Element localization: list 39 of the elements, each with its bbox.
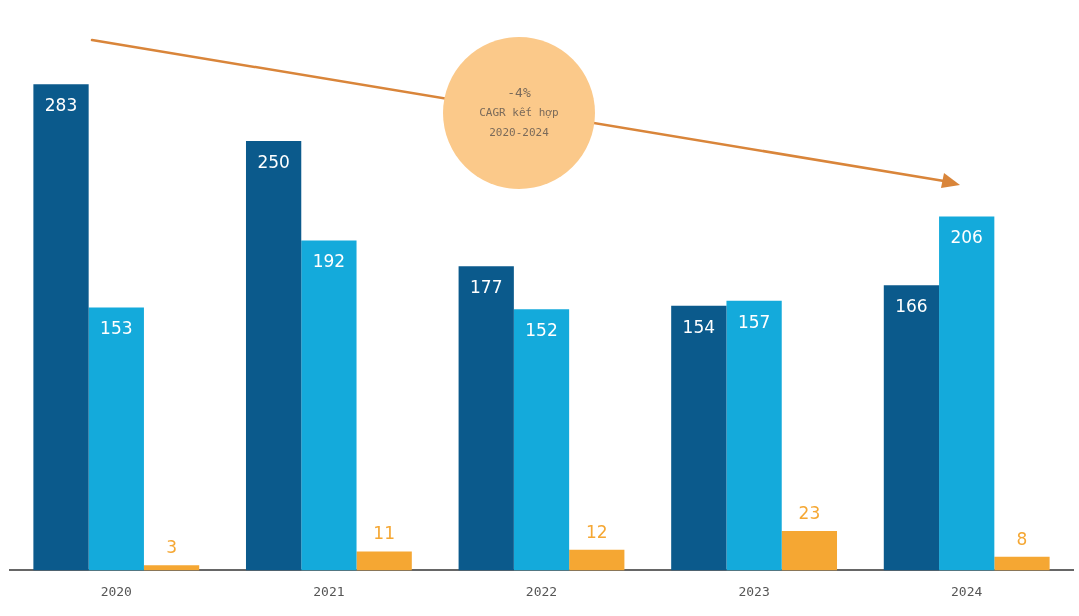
data-label: 23 [798,502,821,523]
annotation: -4% [507,84,531,102]
bar [33,84,89,571]
data-label: 154 [682,316,716,337]
x-tick-label: 2024 [951,583,983,599]
bar [569,549,625,571]
bar [245,140,302,571]
bar [458,266,514,571]
data-label: 192 [312,251,346,272]
data-label: 3 [166,537,177,558]
bar [513,309,570,571]
data-label: 11 [373,523,395,544]
bar [671,305,727,571]
annotation: CAGR kết hợp [479,105,559,121]
data-label: 12 [585,521,608,542]
bar [88,307,144,571]
data-label: 250 [257,151,290,172]
x-tick-label: 2020 [100,583,132,599]
x-tick-label: 2022 [525,583,558,599]
x-tick-label: 2023 [738,583,770,599]
data-label: 152 [525,320,558,341]
circle-badge: -4% CAGR kết hợp 2020-2024 [443,37,595,189]
data-label: 153 [100,318,133,339]
data-label: 283 [44,95,78,116]
bar [883,285,940,571]
data-label: 177 [470,277,503,298]
data-label: 8 [1016,528,1028,549]
annotation: 2020-2024 [489,125,549,141]
bar [781,530,838,571]
bar [994,556,1050,571]
data-label: 157 [737,311,771,332]
data-label: 206 [950,227,983,248]
bar [301,240,357,571]
bar [143,565,200,571]
bar [939,216,995,571]
data-label: 166 [895,296,928,317]
bar [356,551,412,571]
x-tick-label: 2021 [313,583,345,599]
bar [726,300,782,571]
